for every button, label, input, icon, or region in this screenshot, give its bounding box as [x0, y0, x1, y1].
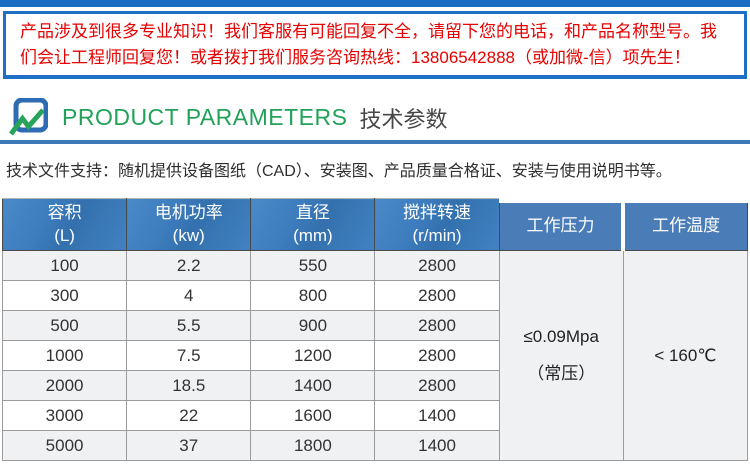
cell-stir-speed: 2800: [374, 310, 500, 342]
cell-working-temperature: < 160℃: [622, 250, 749, 462]
table-row: 3000 22 1600 1400: [1, 400, 748, 432]
cell-diameter: 1600: [250, 400, 376, 432]
cell-motor-power: 2.2: [126, 250, 252, 282]
col-header-label: 搅拌转速: [403, 202, 472, 222]
section-divider: [0, 139, 750, 144]
col-header-stir-speed: 搅拌转速 (r/min): [374, 198, 500, 252]
section-header: PRODUCT PARAMETERS 技术参数: [8, 97, 750, 138]
cell-volume: 100: [1, 250, 128, 282]
cell-stir-speed: 2800: [374, 250, 500, 282]
col-header-unit: (kw): [172, 225, 205, 245]
col-header-volume: 容积 (L): [1, 198, 128, 252]
cell-motor-power: 5.5: [126, 310, 252, 342]
table-header: 容积 (L) 电机功率 (kw) 直径 (mm) 搅拌转速 (r/min) 工作…: [1, 194, 749, 252]
intro-text: 技术文件支持：随机提供设备图纸（CAD）、安装图、产品质量合格证、安装与使用说明…: [6, 162, 672, 180]
cell-volume: 3000: [1, 400, 128, 432]
cell-volume: 500: [1, 310, 128, 342]
col-header-motor-power: 电机功率 (kw): [126, 198, 252, 252]
col-header-working-pressure: 工作压力: [498, 194, 624, 252]
table-row: 2000 18.5 1400 2800: [1, 370, 748, 402]
cell-diameter: 1800: [250, 430, 376, 462]
working-pressure-value: ≤0.09Mpa: [523, 327, 599, 347]
table-body: 100 2.2 550 2800 ≤0.09Mpa （常压） < 160℃ 30…: [1, 250, 749, 462]
cell-stir-speed: 2800: [374, 280, 500, 312]
brand-logo-icon: [8, 97, 48, 136]
col-header-unit: (L): [54, 225, 75, 245]
col-header-diameter: 直径 (mm): [250, 198, 376, 252]
cell-working-pressure: ≤0.09Mpa （常压）: [498, 250, 624, 462]
table-row: 300 4 800 2800: [1, 280, 748, 312]
notice-box: 产品涉及到很多专业知识！我们客服有可能回复不全，请留下您的电话，和产品名称型号。…: [3, 11, 747, 79]
cell-diameter: 900: [250, 310, 376, 342]
cell-stir-speed: 1400: [374, 400, 500, 432]
table-row: 100 2.2 550 2800 ≤0.09Mpa （常压） < 160℃: [1, 250, 749, 462]
cell-volume: 2000: [1, 370, 128, 402]
table-row: 5000 37 1800 1400: [1, 430, 748, 462]
header-row: 容积 (L) 电机功率 (kw) 直径 (mm) 搅拌转速 (r/min) 工作…: [1, 194, 749, 252]
cell-volume: 300: [1, 280, 128, 312]
cell-diameter: 550: [250, 250, 376, 282]
col-header-label: 容积: [47, 202, 82, 222]
cell-volume: 1000: [1, 340, 128, 372]
cell-volume: 5000: [1, 430, 128, 462]
col-header-unit: (r/min): [412, 225, 462, 245]
col-header-working-temperature: 工作温度: [621, 194, 749, 252]
cell-motor-power: 7.5: [126, 340, 252, 372]
section-title-en: PRODUCT PARAMETERS: [62, 104, 348, 131]
parameters-table: 容积 (L) 电机功率 (kw) 直径 (mm) 搅拌转速 (r/min) 工作…: [1, 194, 749, 462]
cell-diameter: 1400: [250, 370, 376, 402]
cell-stir-speed: 1400: [374, 430, 500, 462]
cell-motor-power: 4: [126, 280, 252, 312]
top-accent-bar: [0, 0, 750, 7]
cell-diameter: 800: [250, 280, 376, 312]
col-header-label: 直径: [295, 202, 330, 222]
col-header-label: 电机功率: [154, 202, 223, 222]
col-header-unit: (mm): [293, 225, 333, 245]
working-pressure-note: （常压）: [527, 364, 596, 384]
cell-motor-power: 37: [126, 430, 252, 462]
cell-motor-power: 18.5: [126, 370, 252, 402]
table-row: 1000 7.5 1200 2800: [1, 340, 748, 372]
cell-motor-power: 22: [126, 400, 252, 432]
cell-stir-speed: 2800: [374, 370, 500, 402]
notice-text: 产品涉及到很多专业知识！我们客服有可能回复不全，请留下您的电话，和产品名称型号。…: [20, 22, 717, 68]
cell-stir-speed: 2800: [374, 340, 500, 372]
section-title-zh: 技术参数: [359, 106, 448, 132]
cell-diameter: 1200: [250, 340, 376, 372]
